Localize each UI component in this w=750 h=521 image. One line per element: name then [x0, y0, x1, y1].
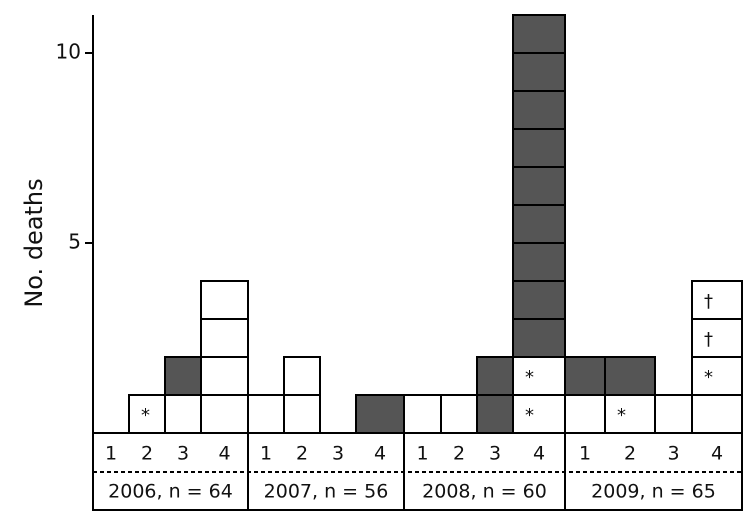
box — [200, 318, 249, 358]
box-symbol: † — [704, 291, 713, 312]
quarter-label: 1 — [105, 443, 117, 465]
box — [200, 394, 249, 434]
year-label: 2009, n = 65 — [591, 481, 716, 503]
box — [564, 394, 606, 434]
box-symbol: * — [141, 405, 150, 426]
box — [691, 356, 743, 396]
box-symbol: * — [525, 405, 534, 426]
box — [512, 356, 566, 396]
box — [512, 204, 566, 244]
quarter-label: 4 — [533, 443, 545, 465]
quarter-label: 2 — [141, 443, 153, 465]
quarter-label: 1 — [579, 443, 591, 465]
box — [512, 318, 566, 358]
box-symbol: * — [704, 367, 713, 388]
year-label: 2008, n = 60 — [422, 481, 547, 503]
y-tick-label: 5 — [68, 230, 81, 254]
quarter-label: 4 — [711, 443, 723, 465]
box — [355, 394, 405, 434]
y-tick-label: 10 — [56, 40, 81, 64]
box-symbol: * — [617, 405, 626, 426]
box — [512, 166, 566, 206]
box — [691, 280, 743, 320]
box — [512, 394, 566, 434]
quarter-label: 2 — [296, 443, 308, 465]
box — [604, 356, 656, 396]
quarter-label: 3 — [489, 443, 501, 465]
box — [200, 280, 249, 320]
box — [283, 394, 321, 434]
quarter-label: 2 — [453, 443, 465, 465]
quarter-label: 3 — [332, 443, 344, 465]
box — [200, 356, 249, 396]
quarter-label: 1 — [416, 443, 428, 465]
box — [512, 128, 566, 168]
box-symbol: * — [525, 367, 534, 388]
year-label: 2007, n = 56 — [264, 481, 389, 503]
box — [164, 356, 202, 396]
box — [564, 356, 606, 396]
quarter-label: 3 — [177, 443, 189, 465]
box — [512, 14, 566, 54]
box — [691, 394, 743, 434]
box — [512, 90, 566, 130]
box-symbol: † — [704, 329, 713, 350]
box — [476, 356, 514, 396]
y-axis-label: No. deaths — [20, 178, 48, 307]
box — [691, 318, 743, 358]
quarter-label: 3 — [667, 443, 679, 465]
box — [283, 356, 321, 396]
quarter-label: 4 — [218, 443, 230, 465]
box — [247, 394, 285, 434]
quarter-label: 2 — [624, 443, 636, 465]
box — [512, 280, 566, 320]
quarter-label: 4 — [374, 443, 386, 465]
box — [604, 394, 656, 434]
year-label: 2006, n = 64 — [108, 481, 233, 503]
box — [164, 394, 202, 434]
box — [512, 52, 566, 92]
box — [476, 394, 514, 434]
quarter-label: 1 — [260, 443, 272, 465]
box — [654, 394, 693, 434]
box — [512, 242, 566, 282]
box — [440, 394, 478, 434]
box — [403, 394, 442, 434]
